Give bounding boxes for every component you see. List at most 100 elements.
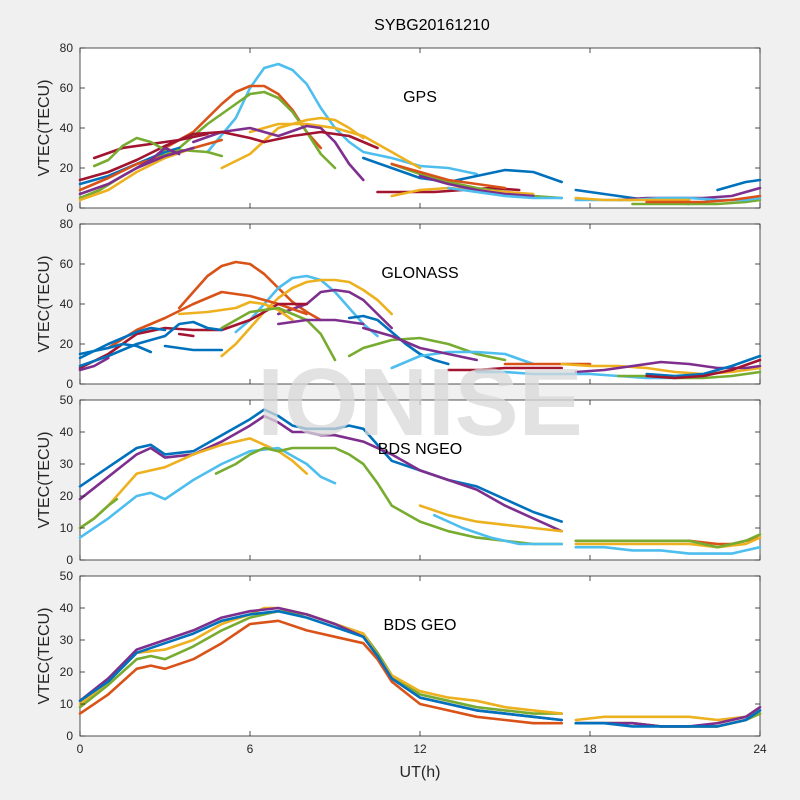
panel-label: GLONASS [381,265,458,282]
panel-label: BDS NGEO [378,441,462,458]
series-line-10 [574,536,762,549]
panel-2: 0 20 40 60 80 VTEC(TECU) GLONASS [36,217,762,391]
y-tick-label: 40 [60,297,74,311]
y-tick-label: 10 [60,697,74,711]
y-tick-label: 0 [66,553,73,567]
y-axis-label: VTEC(TECU) [36,256,53,353]
series-line-4 [78,446,337,539]
plot-area [79,575,761,737]
series-line-20 [446,366,564,372]
x-tick-label: 18 [583,742,597,756]
series-line-12 [163,344,223,352]
series-line-2 [78,414,564,533]
series-line-22 [390,162,507,190]
x-axis-label: UT(h) [400,764,441,781]
panel-3: 0 10 20 30 40 50 VTEC(TECU) BDS NGEO [36,393,762,567]
y-axis-label: VTEC(TECU) [36,432,53,529]
series-line-13 [177,332,195,338]
series-line-25 [418,174,535,198]
series-line-15 [276,318,365,326]
y-tick-label: 50 [60,393,74,407]
x-tick-label: 6 [247,742,254,756]
y-tick-label: 40 [60,601,74,615]
series-line-11 [78,342,153,356]
series-line-29 [574,196,691,202]
series-line-27 [645,358,762,380]
series-line-16 [92,136,167,168]
series-line-14 [78,356,110,372]
y-tick-label: 0 [66,729,73,743]
series-line-14 [716,178,762,192]
watermark: IONISE [257,349,582,456]
series-line-5 [248,122,422,170]
y-tick-label: 10 [60,521,74,535]
y-tick-label: 50 [60,569,74,583]
panel-label: GPS [403,89,437,106]
series-line-5 [78,609,564,722]
y-tick-label: 20 [60,161,74,175]
y-tick-label: 0 [66,201,73,215]
series-line-17 [347,336,507,362]
series-line-8 [220,306,337,362]
series-group [78,62,762,206]
x-tick-label: 12 [413,742,427,756]
y-tick-label: 80 [60,41,74,55]
y-tick-label: 30 [60,633,74,647]
y-axis-label: VTEC(TECU) [36,80,53,177]
series-line-8 [262,130,379,150]
y-tick-label: 80 [60,217,74,231]
series-line-27 [446,186,564,200]
series-group [78,606,762,728]
y-tick-label: 40 [60,425,74,439]
series-line-9 [78,326,167,360]
y-tick-label: 20 [60,337,74,351]
series-line-10 [78,320,223,368]
series-line-12 [361,156,564,184]
series-line-10 [574,709,762,728]
series-line-1 [78,619,564,725]
series-line-1 [177,260,323,322]
x-tick-label: 0 [77,742,84,756]
series-line-7 [418,504,564,533]
y-tick-label: 60 [60,81,74,95]
series-line-25 [475,370,677,380]
panel-4: 0 10 20 30 40 50 0 6 12 18 24 VTEC(TECU) BDS GEO [36,569,767,756]
y-tick-label: 0 [66,377,73,391]
series-line-4 [276,288,394,330]
series-line-12 [574,545,762,555]
y-tick-label: 40 [60,121,74,135]
y-tick-label: 20 [60,665,74,679]
series-line-6 [192,124,365,182]
plot-area [79,47,761,209]
series-group [78,408,762,555]
y-tick-label: 60 [60,257,74,271]
series-line-2 [234,274,379,338]
x-tick-label: 24 [753,742,767,756]
y-tick-label: 30 [60,457,74,471]
series-line-11 [574,533,762,549]
panel-label: BDS GEO [384,617,457,634]
series-line-10 [92,132,209,160]
series-line-5 [107,290,309,350]
series-line-18 [390,350,535,370]
series-line-30 [645,194,762,204]
series-line-22 [560,362,762,376]
series-line-9 [376,186,521,194]
series-line-24 [645,354,762,378]
series-line-4 [220,116,365,170]
series-line-6 [214,446,564,546]
panel-1: 0 20 40 60 80 VTEC(TECU) GPS [36,41,762,215]
series-line-3 [177,90,337,170]
series-line-5 [78,497,119,530]
series-line-18 [631,198,762,206]
series-line-8 [432,513,564,546]
series-line-7 [177,300,294,322]
y-axis-label: VTEC(TECU) [36,608,53,705]
series-line-24 [135,146,181,170]
y-tick-label: 20 [60,489,74,503]
series-group [78,260,762,380]
series-line-19 [361,326,479,362]
figure-title: SYBG20161210 [374,17,490,34]
